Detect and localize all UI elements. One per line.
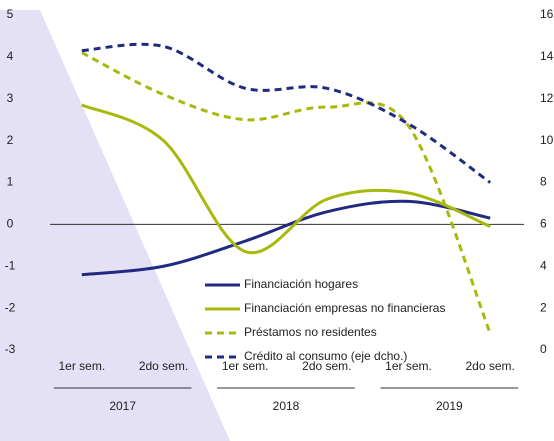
- legend-label: Financiación hogares: [244, 277, 358, 291]
- y-tick-label: 0: [7, 217, 14, 231]
- y2-tick-label: 16: [540, 7, 554, 21]
- y-tick-label: 5: [7, 7, 14, 21]
- year-label: 2019: [436, 399, 463, 413]
- legend-label: Financiación empresas no financieras: [244, 301, 445, 315]
- legend-box: [200, 270, 495, 368]
- x-tick-label: 1er sem.: [58, 359, 105, 373]
- background-watermark: [0, 10, 230, 441]
- y-tick-label: -3: [5, 342, 16, 356]
- series-line: [81, 42, 492, 184]
- y-tick-label: 4: [7, 49, 14, 63]
- y2-tick-label: 12: [540, 91, 554, 105]
- series-line: [81, 199, 491, 277]
- series-line: [81, 103, 491, 255]
- y-tick-label: 2: [7, 133, 14, 147]
- y-tick-label: -1: [5, 258, 16, 272]
- y2-tick-label: 4: [540, 258, 547, 272]
- y2-tick-label: 6: [540, 217, 547, 231]
- series-line: [81, 51, 492, 334]
- legend-label: Préstamos no residentes: [244, 325, 377, 339]
- x-tick-label: 1er sem.: [222, 359, 269, 373]
- y-tick-label: -2: [5, 300, 16, 314]
- x-tick-label: 2do sem.: [465, 359, 514, 373]
- y2-tick-label: 10: [540, 133, 554, 147]
- y-tick-label: 1: [7, 175, 14, 189]
- y2-tick-label: 8: [540, 175, 547, 189]
- y-tick-label: 3: [7, 91, 14, 105]
- x-tick-label: 2do sem.: [139, 359, 188, 373]
- y2-tick-label: 14: [540, 49, 554, 63]
- legend-label: Crédito al consumo (eje dcho.): [244, 349, 407, 363]
- x-tick-label: 1er sem.: [385, 359, 432, 373]
- year-label: 2018: [273, 399, 300, 413]
- y2-tick-label: 2: [540, 300, 547, 314]
- y2-tick-label: 0: [540, 342, 547, 356]
- year-label: 2017: [109, 399, 136, 413]
- x-tick-label: 2do sem.: [302, 359, 351, 373]
